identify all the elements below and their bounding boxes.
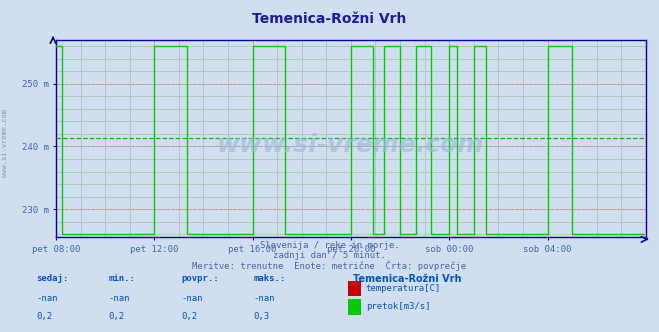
Text: temperatura[C]: temperatura[C] (366, 284, 441, 293)
Text: zadnji dan / 5 minut.: zadnji dan / 5 minut. (273, 251, 386, 260)
Text: www.si-vreme.com: www.si-vreme.com (217, 132, 484, 156)
Text: 0,2: 0,2 (36, 312, 52, 321)
Text: -nan: -nan (181, 294, 203, 303)
Text: maks.:: maks.: (254, 274, 286, 283)
Text: 0,2: 0,2 (109, 312, 125, 321)
Text: 0,3: 0,3 (254, 312, 270, 321)
Text: Slovenija / reke in morje.: Slovenija / reke in morje. (260, 241, 399, 250)
Text: www.si-vreme.com: www.si-vreme.com (2, 109, 9, 177)
Text: Temenica-Rožni Vrh: Temenica-Rožni Vrh (252, 12, 407, 26)
Text: -nan: -nan (109, 294, 130, 303)
Text: -nan: -nan (254, 294, 275, 303)
Text: Temenica-Rožni Vrh: Temenica-Rožni Vrh (353, 274, 461, 284)
Text: min.:: min.: (109, 274, 136, 283)
Text: povpr.:: povpr.: (181, 274, 219, 283)
Text: Meritve: trenutne  Enote: metrične  Črta: povprečje: Meritve: trenutne Enote: metrične Črta: … (192, 261, 467, 271)
Text: 0,2: 0,2 (181, 312, 197, 321)
Text: sedaj:: sedaj: (36, 274, 69, 283)
Text: -nan: -nan (36, 294, 58, 303)
Text: pretok[m3/s]: pretok[m3/s] (366, 302, 430, 311)
